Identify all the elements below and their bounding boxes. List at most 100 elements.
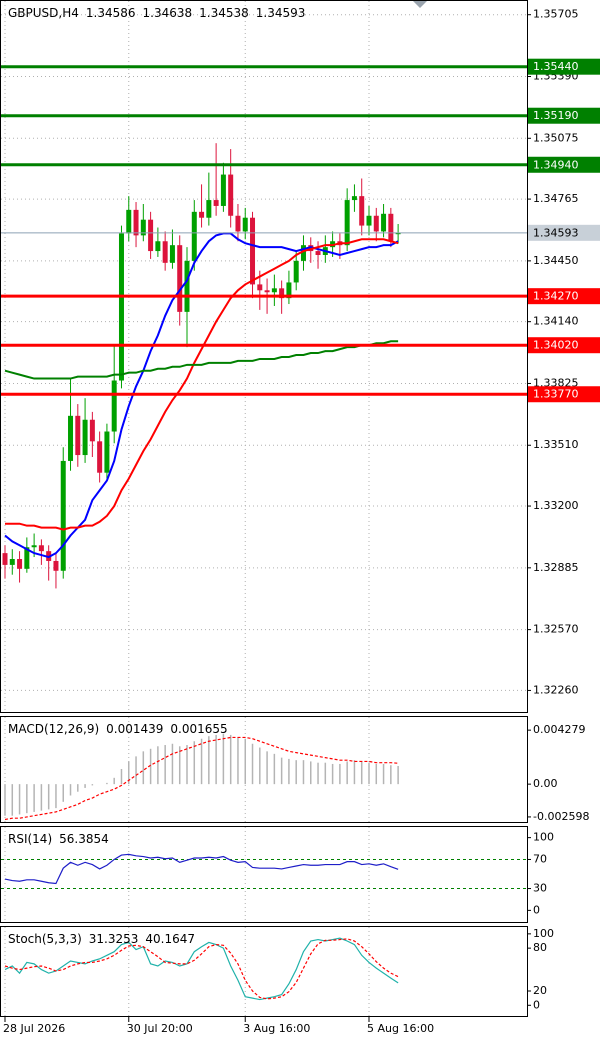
candle-body <box>126 209 132 234</box>
x-tick-label: 3 Aug 16:00 <box>243 1022 310 1035</box>
x-tick-label: 30 Jul 20:00 <box>127 1022 193 1035</box>
candle-body <box>220 174 226 206</box>
level-label-box <box>528 337 600 354</box>
candle-body <box>235 215 241 232</box>
y-tick-label: 1.34765 <box>533 192 579 205</box>
panel-title-value: 31.3253 <box>89 932 139 946</box>
panel-frame <box>0 826 528 923</box>
x-tick-label: 5 Aug 16:00 <box>367 1022 434 1035</box>
indicator-line <box>4 937 399 1001</box>
candle-body <box>97 441 103 473</box>
indicator-line <box>5 238 399 531</box>
panel-title-name: MACD(12,26,9) <box>8 722 99 736</box>
y-tick-label: 1.32570 <box>533 623 579 636</box>
level-label-box <box>528 288 600 305</box>
candle-body <box>315 251 321 255</box>
candle-body <box>133 209 139 236</box>
candle-body <box>257 284 263 291</box>
candle-body <box>53 560 59 571</box>
panel-title-name: Stoch(5,3,3) <box>8 932 82 946</box>
y-tick-label: -0.002598 <box>533 810 589 823</box>
y-tick-label: 30 <box>533 882 547 895</box>
y-tick-label: 0.004279 <box>533 723 586 736</box>
panel-title: GBPUSD,H4 1.34586 1.34638 1.34538 1.34593 <box>8 6 305 20</box>
level-label-box <box>528 107 600 124</box>
candle-body <box>366 215 372 226</box>
candle-body <box>359 196 365 226</box>
y-tick-label: 1.34450 <box>533 254 579 267</box>
candle-body <box>9 559 15 565</box>
candle-body <box>140 219 146 236</box>
panel-title-value: 56.3854 <box>59 832 109 846</box>
indicator-line <box>4 938 399 1000</box>
candle-body <box>68 415 74 461</box>
candle-body <box>184 260 190 312</box>
y-tick-label: 1.34140 <box>533 315 579 328</box>
indicator-line <box>4 853 399 885</box>
panel-title-name: GBPUSD,H4 <box>8 6 79 20</box>
candle-body <box>169 245 175 263</box>
y-tick-label: 20 <box>533 984 547 997</box>
indicator-line <box>4 232 399 559</box>
level-label: 1.34940 <box>533 158 579 171</box>
candle-body <box>264 290 270 293</box>
candle-body <box>31 545 37 548</box>
candle-body <box>75 415 81 456</box>
candle-body <box>148 219 154 252</box>
panel-title-value: 1.34538 <box>199 6 249 20</box>
level-label: 1.34270 <box>533 290 579 303</box>
y-tick-label: 1.33200 <box>533 499 579 512</box>
panel-title-value: 1.34638 <box>143 6 193 20</box>
panel-title-value: 0.001655 <box>170 722 227 736</box>
candle-body <box>279 288 285 299</box>
candle-body <box>388 213 394 242</box>
candle-body <box>38 545 44 552</box>
panel-frame <box>0 0 528 713</box>
candle-body <box>206 200 212 218</box>
candle-body <box>24 547 30 569</box>
level-label-box <box>528 58 600 75</box>
y-tick-label: 0.00 <box>533 777 558 790</box>
candle-body <box>373 215 379 232</box>
candle-body <box>191 211 197 261</box>
level-label-box <box>528 386 600 403</box>
panel-frame <box>0 926 528 1017</box>
candle-body <box>381 213 387 232</box>
panel-title-value: 0.001439 <box>106 722 163 736</box>
candle-body <box>199 211 205 218</box>
panel-title-name: RSI(14) <box>8 832 52 846</box>
y-tick-label: 100 <box>533 831 554 844</box>
indicator-line <box>4 736 399 821</box>
panel-title: RSI(14) 56.3854 <box>8 832 109 846</box>
indicator-line <box>4 340 399 380</box>
y-tick-label: 0 <box>533 998 540 1011</box>
panel-title: Stoch(5,3,3) 31.3253 40.1647 <box>8 932 195 946</box>
current-price-label: 1.34593 <box>533 226 579 239</box>
candle-body <box>344 200 350 246</box>
level-label-box <box>528 156 600 173</box>
candle-body <box>250 217 256 285</box>
level-label: 1.33770 <box>533 388 579 401</box>
y-tick-label: 70 <box>533 852 547 865</box>
y-tick-label: 1.35075 <box>533 131 579 144</box>
candle-body <box>228 174 234 216</box>
shift-marker <box>412 0 428 8</box>
candle-body <box>2 553 8 565</box>
candle-body <box>89 419 95 442</box>
candle-body <box>242 217 248 232</box>
candle-body <box>118 233 124 381</box>
candle-body <box>82 419 88 456</box>
y-tick-label: 1.32260 <box>533 683 579 696</box>
panel-frame <box>0 716 528 823</box>
candle-body <box>177 245 183 312</box>
panel-title-value: 1.34586 <box>86 6 136 20</box>
y-tick-label: 100 <box>533 927 554 940</box>
candle-body <box>162 241 168 263</box>
candle-body <box>104 431 110 473</box>
candle-body <box>300 245 306 261</box>
candle-body <box>286 282 292 299</box>
level-label: 1.35440 <box>533 60 579 73</box>
candle-body <box>271 288 277 293</box>
